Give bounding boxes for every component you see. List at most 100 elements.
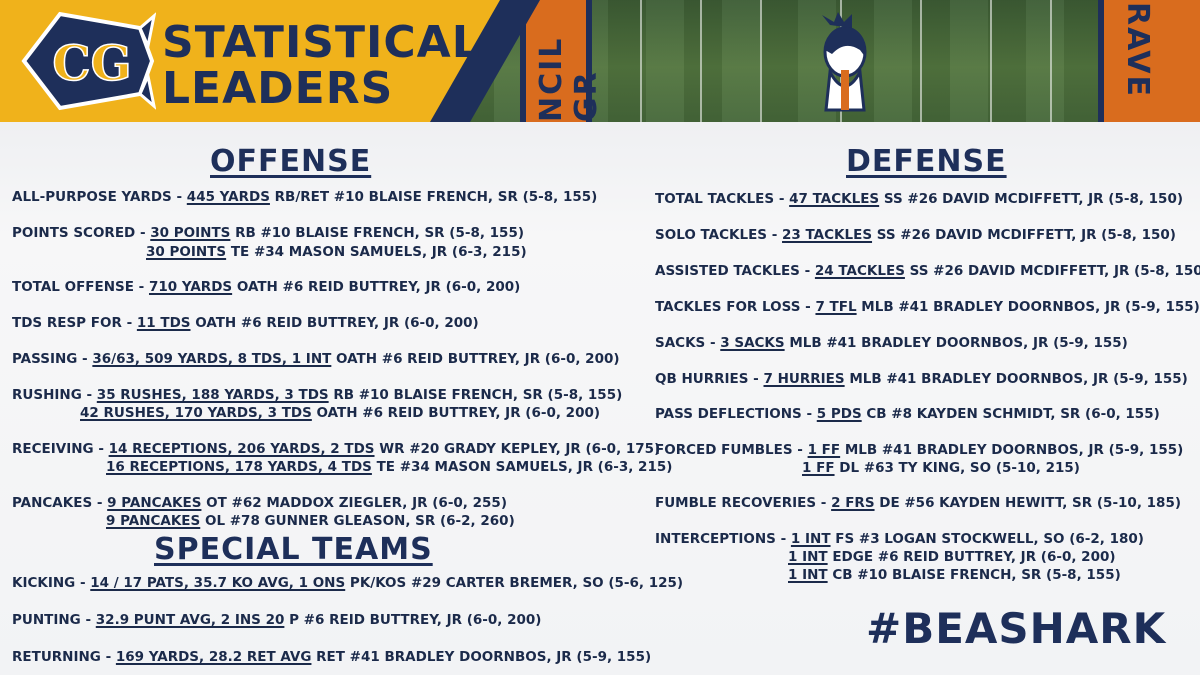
stat-solo-tackles: SOLO TACKLES - 23 TACKLES SS #26 DAVID M… bbox=[655, 226, 1176, 245]
stat-value: 47 TACKLES bbox=[789, 191, 880, 207]
stat-player: OATH #6 REID BUTTREY, JR (6-0, 200) bbox=[331, 351, 620, 367]
stat-label: TACKLES FOR LOSS - bbox=[655, 299, 816, 315]
stat-value: 42 RUSHES, 170 YARDS, 3 TDS bbox=[80, 405, 312, 421]
stat-label: KICKING - bbox=[12, 575, 91, 591]
stat-player: OT #62 MADDOX ZIEGLER, JR (6-0, 255) bbox=[201, 495, 507, 511]
stat-player: CB #8 KAYDEN SCHMIDT, SR (6-0, 155) bbox=[861, 406, 1160, 422]
stat-player: OATH #6 REID BUTTREY, JR (6-0, 200) bbox=[190, 315, 479, 331]
stat-player: SS #26 DAVID MCDIFFETT, JR (5-8, 150) bbox=[879, 191, 1184, 207]
stat-qb-hurries: QB HURRIES - 7 HURRIES MLB #41 BRADLEY D… bbox=[655, 370, 1188, 389]
stat-tds-resp-for: TDS RESP FOR - 11 TDS OATH #6 REID BUTTR… bbox=[12, 314, 479, 333]
defense-heading: DEFENSE bbox=[846, 144, 1007, 179]
stat-label: ALL-PURPOSE YARDS - bbox=[12, 189, 187, 205]
stat-value: 24 TACKLES bbox=[814, 263, 905, 279]
stat-player: MLB #41 BRADLEY DOORNBOS, JR (5-9, 155) bbox=[856, 299, 1200, 315]
yard-line bbox=[1050, 0, 1052, 122]
yard-line bbox=[700, 0, 702, 122]
stat-player: SS #26 DAVID MCDIFFETT, JR (5-8, 150) bbox=[872, 227, 1176, 243]
stat-label: PANCAKES - bbox=[12, 495, 108, 511]
stat-value: 169 YARDS, 28.2 RET AVG bbox=[115, 649, 312, 665]
stat-value: 23 TACKLES bbox=[782, 227, 873, 243]
stat-player: MLB #41 BRADLEY DOORNBOS, JR (5-9, 155) bbox=[844, 371, 1188, 387]
stat-value: 1 INT bbox=[788, 567, 828, 583]
stat-label: ASSISTED TACKLES - bbox=[655, 263, 815, 279]
stat-interceptions-3: 1 INT CB #10 BLAISE FRENCH, SR (5-8, 155… bbox=[788, 566, 1121, 585]
stat-value: 9 PANCAKES bbox=[106, 513, 201, 529]
offense-heading: OFFENSE bbox=[210, 144, 372, 179]
stat-label: PASS DEFLECTIONS - bbox=[655, 406, 817, 422]
stat-value: 1 INT bbox=[790, 531, 831, 547]
yard-line bbox=[760, 0, 762, 122]
stat-kicking: KICKING - 14 / 17 PATS, 35.7 KO AVG, 1 O… bbox=[12, 574, 683, 593]
stat-player: OATH #6 REID BUTTREY, JR (6-0, 200) bbox=[232, 279, 521, 295]
stat-player: RB/RET #10 BLAISE FRENCH, SR (5-8, 155) bbox=[269, 189, 598, 205]
stat-receiving-2: 16 RECEPTIONS, 178 YARDS, 4 TDS TE #34 M… bbox=[106, 458, 672, 477]
title-line-2: LEADERS bbox=[162, 63, 394, 114]
stat-player: RET #41 BRADLEY DOORNBOS, JR (5-9, 155) bbox=[311, 649, 652, 665]
stat-player: TE #34 MASON SAMUELS, JR (6-3, 215) bbox=[371, 459, 673, 475]
stat-label: PASSING - bbox=[12, 351, 93, 367]
stat-player: TE #34 MASON SAMUELS, JR (6-3, 215) bbox=[226, 244, 527, 260]
midfield-brave-logo-icon bbox=[822, 12, 867, 112]
stat-pancakes: PANCAKES - 9 PANCAKES OT #62 MADDOX ZIEG… bbox=[12, 494, 507, 513]
stat-value: 5 PDS bbox=[816, 406, 862, 422]
stat-value: 30 POINTS bbox=[146, 244, 227, 260]
stat-value: 1 FF bbox=[807, 442, 841, 458]
stat-label: PUNTING - bbox=[12, 612, 96, 628]
stat-interceptions: INTERCEPTIONS - 1 INT FS #3 LOGAN STOCKW… bbox=[655, 530, 1144, 549]
stat-label: RECEIVING - bbox=[12, 441, 109, 457]
endzone-right-text: RAVE bbox=[1120, 2, 1155, 98]
stat-player: DE #56 KAYDEN HEWITT, SR (5-10, 185) bbox=[874, 495, 1182, 511]
page-title: STATISTICAL LEADERS bbox=[162, 20, 502, 112]
stat-value: 1 FF bbox=[802, 460, 835, 476]
stat-label: INTERCEPTIONS - bbox=[655, 531, 791, 547]
stat-player: OL #78 GUNNER GLEASON, SR (6-2, 260) bbox=[200, 513, 515, 529]
stat-value: 35 RUSHES, 188 YARDS, 3 TDS bbox=[96, 387, 329, 403]
yard-line bbox=[920, 0, 922, 122]
stat-value: 7 HURRIES bbox=[763, 371, 845, 387]
stat-rushing-2: 42 RUSHES, 170 YARDS, 3 TDS OATH #6 REID… bbox=[80, 404, 600, 423]
stat-punting: PUNTING - 32.9 PUNT AVG, 2 INS 20 P #6 R… bbox=[12, 611, 541, 630]
stat-points-scored: POINTS SCORED - 30 POINTS RB #10 BLAISE … bbox=[12, 224, 524, 243]
endzone-right: RAVE bbox=[1098, 0, 1200, 122]
stat-player: EDGE #6 REID BUTTREY, JR (6-0, 200) bbox=[827, 549, 1116, 565]
yard-line bbox=[990, 0, 992, 122]
stat-value: 3 SACKS bbox=[720, 335, 785, 351]
stat-player: WR #20 GRADY KEPLEY, JR (6-0, 175) bbox=[374, 441, 661, 457]
stat-label: TOTAL OFFENSE - bbox=[12, 279, 149, 295]
stat-label: POINTS SCORED - bbox=[12, 225, 151, 241]
stat-label: TDS RESP FOR - bbox=[12, 315, 137, 331]
stat-passing: PASSING - 36/63, 509 YARDS, 8 TDS, 1 INT… bbox=[12, 350, 620, 369]
stat-value: 32.9 PUNT AVG, 2 INS 20 bbox=[95, 612, 285, 628]
stat-total-tackles: TOTAL TACKLES - 47 TACKLES SS #26 DAVID … bbox=[655, 190, 1183, 209]
stat-value: 1 INT bbox=[788, 549, 828, 565]
stat-value: 14 / 17 PATS, 35.7 KO AVG, 1 ONS bbox=[90, 575, 346, 591]
stat-label: SOLO TACKLES - bbox=[655, 227, 783, 243]
stat-value: 7 TFL bbox=[815, 299, 857, 315]
stat-label: TOTAL TACKLES - bbox=[655, 191, 790, 207]
stat-label: QB HURRIES - bbox=[655, 371, 764, 387]
stat-value: 16 RECEPTIONS, 178 YARDS, 4 TDS bbox=[106, 459, 372, 475]
stat-player: SS #26 DAVID MCDIFFETT, JR (5-8, 150) bbox=[904, 263, 1200, 279]
stat-tackles-for-loss: TACKLES FOR LOSS - 7 TFL MLB #41 BRADLEY… bbox=[655, 298, 1200, 317]
stat-value: 36/63, 509 YARDS, 8 TDS, 1 INT bbox=[92, 351, 332, 367]
stat-pass-deflections: PASS DEFLECTIONS - 5 PDS CB #8 KAYDEN SC… bbox=[655, 405, 1160, 424]
stat-player: RB #10 BLAISE FRENCH, SR (5-8, 155) bbox=[230, 225, 525, 241]
yard-line bbox=[640, 0, 642, 122]
stat-points-scored-2: 30 POINTS TE #34 MASON SAMUELS, JR (6-3,… bbox=[146, 243, 527, 262]
stat-receiving: RECEIVING - 14 RECEPTIONS, 206 YARDS, 2 … bbox=[12, 440, 660, 459]
stat-label: RUSHING - bbox=[12, 387, 97, 403]
stat-value: 9 PANCAKES bbox=[107, 495, 202, 511]
stat-sacks: SACKS - 3 SACKS MLB #41 BRADLEY DOORNBOS… bbox=[655, 334, 1128, 353]
stat-interceptions-2: 1 INT EDGE #6 REID BUTTREY, JR (6-0, 200… bbox=[788, 548, 1116, 567]
stat-label: SACKS - bbox=[655, 335, 721, 351]
stat-label: RETURNING - bbox=[12, 649, 116, 665]
stat-player: P #6 REID BUTTREY, JR (6-0, 200) bbox=[284, 612, 542, 628]
stat-value: 14 RECEPTIONS, 206 YARDS, 2 TDS bbox=[108, 441, 375, 457]
stat-player: PK/KOS #29 CARTER BREMER, SO (5-6, 125) bbox=[345, 575, 684, 591]
stat-assisted-tackles: ASSISTED TACKLES - 24 TACKLES SS #26 DAV… bbox=[655, 262, 1200, 281]
stat-player: DL #63 TY KING, SO (5-10, 215) bbox=[834, 460, 1080, 476]
stat-value: 30 POINTS bbox=[150, 225, 231, 241]
stat-value: 2 FRS bbox=[831, 495, 875, 511]
stat-total-offense: TOTAL OFFENSE - 710 YARDS OATH #6 REID B… bbox=[12, 278, 520, 297]
